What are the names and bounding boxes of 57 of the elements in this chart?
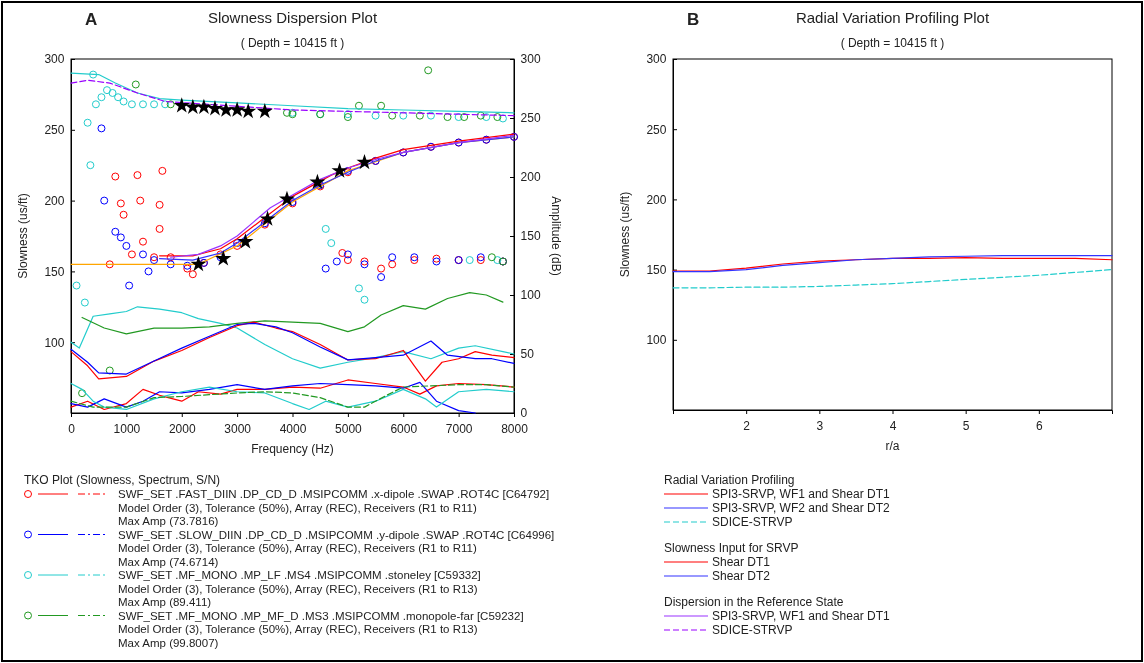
y2-tick-label: 0 (520, 406, 528, 421)
x-tick-label: 3000 (224, 422, 252, 437)
y2-tick-label: 50 (520, 347, 535, 362)
legend-label: SWF_SET .MF_MONO .MP_LF .MS4 .MSIPCOMM .stoneley [C59332] Model Order (3), Tolerance (50%), Array (REC), Receivers (R1 to R13) Max Amp (89.411) (118, 569, 481, 608)
y-axis-title: Slowness (us/ft) (618, 191, 632, 278)
legend-label: SDICE-STRVP (712, 515, 793, 529)
x-tick-label: 5000 (335, 422, 363, 437)
x-tick-label: 4 (889, 419, 897, 434)
y-tick-label: 250 (646, 122, 667, 137)
y2-tick-label: 150 (520, 229, 541, 244)
legend-label: SWF_SET .MF_MONO .MP_MF_D .MS3 .MSIPCOMM .monopole-far [C59232] Model Order (3), Tolerance (50%), Array (REC), Receivers (R1 to R13) Max Amp (99.8007) (118, 609, 524, 649)
x-axis-title: Frequency (Hz) (251, 442, 334, 456)
y-axis-title: Slowness (us/ft) (16, 193, 30, 279)
x-tick-label: 3 (816, 419, 824, 434)
y2-tick-label: 100 (520, 288, 541, 303)
chart-subtitle: ( Depth = 10415 ft ) (240, 36, 345, 50)
chart-subtitle: ( Depth = 10415 ft ) (840, 36, 945, 50)
x-tick-label: 0 (68, 422, 76, 437)
y-tick-label: 150 (44, 264, 65, 279)
x-tick-label: 1000 (113, 422, 141, 437)
chart-title: Slowness Dispersion Plot (207, 9, 378, 26)
legend-label: SDICE-STRVP (712, 623, 793, 637)
x-tick-label: 6000 (390, 422, 418, 437)
y2-axis-title: Amplitude (dB) (549, 196, 563, 276)
x-tick-label: 5 (962, 419, 970, 434)
x-tick-label: 7000 (445, 422, 473, 437)
legend-label: SPI3-SRVP, WF2 and Shear DT2 (712, 501, 890, 515)
y-tick-label: 300 (44, 52, 65, 67)
legend-label: SPI3-SRVP, WF1 and Shear DT1 (712, 487, 890, 501)
legend-label: SPI3-SRVP, WF1 and Shear DT1 (712, 609, 890, 623)
x-axis-title: r/a (885, 439, 900, 453)
legend-title: Radial Variation Profiling (664, 473, 795, 487)
y-tick-label: 150 (646, 262, 667, 277)
y-tick-label: 200 (44, 193, 65, 208)
x-tick-label: 4000 (279, 422, 307, 437)
y-tick-label: 100 (646, 333, 667, 348)
y-tick-label: 300 (646, 52, 667, 67)
legend-label: Shear DT1 (712, 555, 771, 569)
legend-label: SWF_SET .SLOW_DIIN .DP_CD_D .MSIPCOMM .y-dipole .SWAP .ROT4C [C64996] Model Order (3), Tolerance (50%), Array (REC), Receivers (R1 to R11) Max Amp (74.6714) (118, 528, 555, 568)
y-tick-label: 250 (44, 123, 65, 138)
text: A (85, 10, 98, 29)
y2-tick-label: 200 (520, 170, 541, 185)
text: Dispersion in the Reference State (664, 595, 844, 609)
y-tick-label: 200 (646, 192, 667, 207)
x-tick-label: 2000 (168, 422, 196, 437)
x-tick-label: 6 (1035, 419, 1043, 434)
y2-tick-label: 250 (520, 111, 541, 126)
y2-tick-label: 300 (520, 52, 541, 67)
chart-title: Radial Variation Profiling Plot (795, 9, 990, 26)
legend-title: TKO Plot (Slowness, Spectrum, S/N) (24, 473, 221, 487)
text: Slowness Input for SRVP (664, 541, 799, 555)
legend-label: SWF_SET .FAST_DIIN .DP_CD_D .MSIPCOMM .x-dipole .SWAP .ROT4C [C64792] Model Order (3), Tolerance (50%), Array (REC), Receivers (R1 to R11) Max Amp (73.7816) (118, 488, 550, 527)
x-tick-label: 8000 (501, 422, 529, 437)
legend-label: Shear DT2 (712, 569, 771, 583)
y-tick-label: 100 (44, 335, 65, 350)
x-tick-label: 2 (743, 419, 751, 434)
text: B (687, 10, 700, 29)
